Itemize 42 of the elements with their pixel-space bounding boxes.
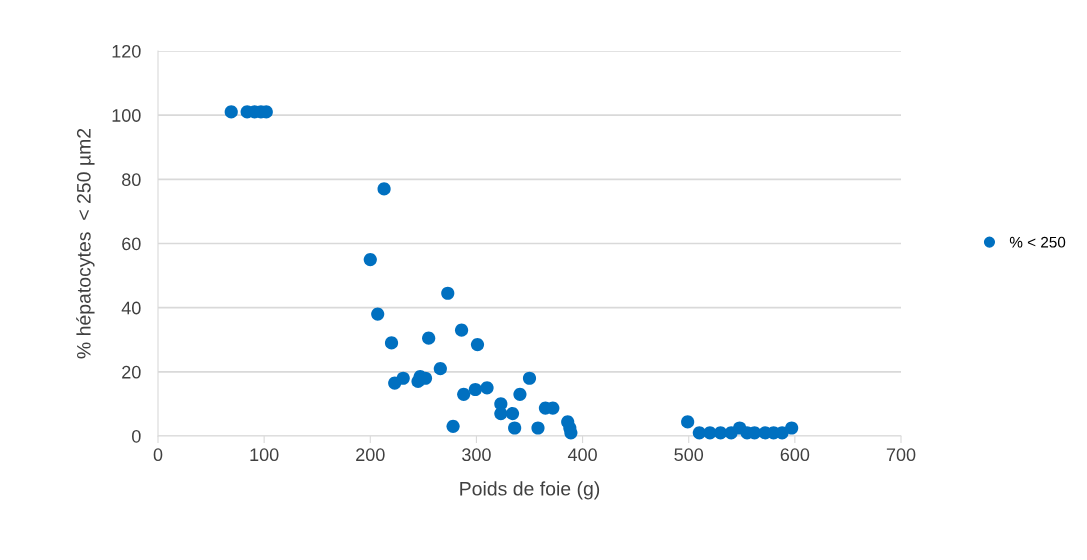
y-tick-label: 20 [122, 365, 141, 379]
point [513, 387, 527, 401]
point [371, 307, 385, 321]
x-tick-label: 700 [886, 448, 916, 462]
point [494, 406, 508, 421]
point [470, 337, 485, 352]
point [531, 421, 545, 435]
point [433, 362, 447, 376]
point [468, 382, 482, 397]
point [457, 387, 471, 401]
y-tick-label: 0 [132, 429, 141, 443]
point [396, 371, 410, 385]
point [441, 286, 455, 300]
point [422, 331, 436, 345]
x-tick-label: 600 [780, 448, 810, 462]
point [377, 182, 391, 196]
point [508, 421, 522, 435]
point [785, 421, 799, 435]
y-tick-label: 40 [121, 301, 141, 315]
x-tick-label: 500 [674, 448, 704, 462]
point [363, 252, 377, 267]
point [384, 336, 399, 350]
point [505, 406, 520, 421]
x-tick-label: 100 [250, 448, 279, 462]
x-tick-label: 300 [462, 448, 491, 462]
point [522, 371, 537, 385]
y-tick-label: 60 [122, 237, 141, 251]
y-tick-label: 120 [112, 44, 141, 58]
point [224, 105, 238, 119]
x-tick-label: 200 [356, 448, 385, 462]
x-tick-label: 0 [153, 448, 163, 462]
point [454, 323, 469, 337]
point [681, 415, 695, 429]
x-tick-label: 400 [567, 448, 597, 462]
y-tick-label: 80 [122, 173, 141, 187]
point [713, 426, 728, 440]
point [480, 381, 494, 395]
point [446, 419, 460, 433]
y-axis-title: % hépatocytes < 250 µm2 [76, 128, 95, 359]
legend-label: % < 250 [1009, 236, 1066, 248]
x-axis-title: Poids de foie (g) [460, 481, 600, 500]
y-tick-label: 100 [112, 109, 141, 122]
